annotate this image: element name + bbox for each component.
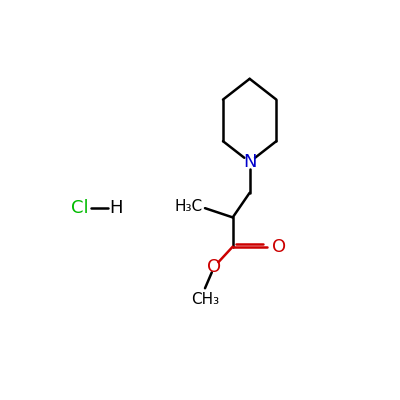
Text: H: H [109, 199, 122, 217]
Text: Cl: Cl [72, 199, 89, 217]
Text: CH₃: CH₃ [191, 292, 219, 307]
Text: N: N [243, 153, 256, 171]
Text: H₃C: H₃C [174, 199, 202, 214]
Text: O: O [272, 238, 286, 256]
Text: O: O [207, 258, 221, 276]
